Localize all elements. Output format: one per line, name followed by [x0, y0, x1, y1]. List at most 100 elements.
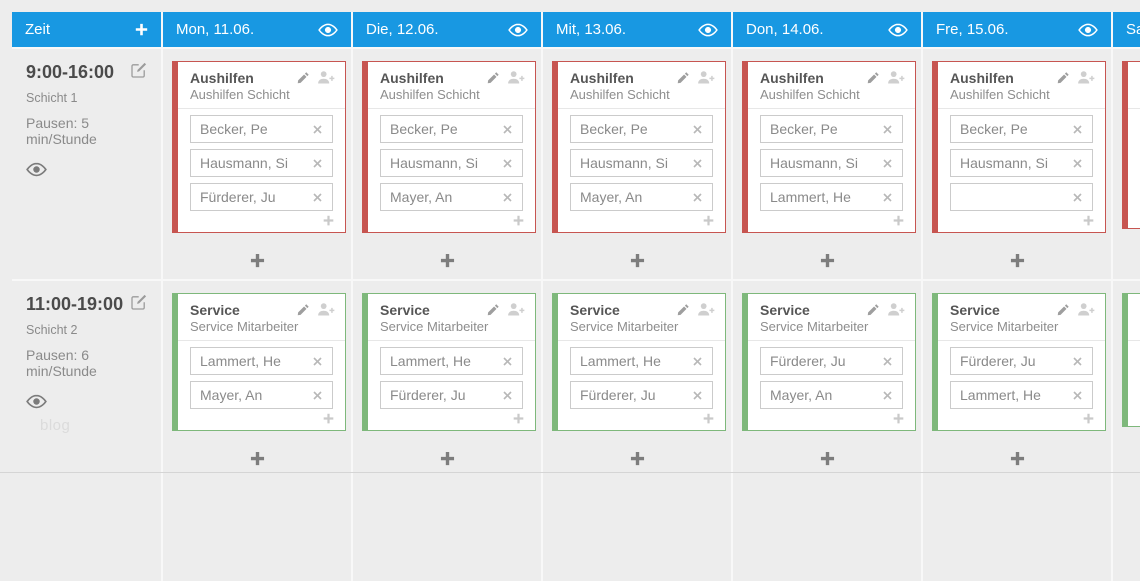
add-group-icon[interactable] [250, 451, 265, 466]
add-employee-slot-icon[interactable] [513, 413, 524, 424]
add-employee-slot-icon[interactable] [513, 215, 524, 226]
remove-employee-icon[interactable] [882, 390, 893, 401]
edit-group-icon[interactable] [1057, 71, 1070, 84]
remove-employee-icon[interactable] [1072, 124, 1083, 135]
edit-group-icon[interactable] [677, 71, 690, 84]
edit-shift-icon[interactable] [131, 294, 147, 310]
group-title: Aushilfen [950, 70, 1014, 86]
employee-list: Becker, Pe Hausmann, Si Fürderer, Ju [178, 115, 345, 211]
add-group-icon[interactable] [820, 253, 835, 268]
day-header: Die, 12.06. [353, 12, 541, 47]
remove-employee-icon[interactable] [312, 356, 323, 367]
schedule-cell: Service Service Mitarbeiter Lammert, He … [353, 281, 541, 581]
eye-icon[interactable] [1078, 23, 1098, 37]
edit-group-icon[interactable] [1057, 303, 1070, 316]
group-title: Aushilfen [760, 70, 824, 86]
add-employee-icon[interactable] [507, 303, 525, 316]
add-group-icon[interactable] [250, 253, 265, 268]
add-employee-icon[interactable] [697, 303, 715, 316]
schedule-cell: Aushilfen Aushilfen Schicht Becker, Pe H… [353, 49, 541, 279]
card-footer [368, 409, 535, 430]
card-actions [487, 71, 525, 84]
add-group-icon[interactable] [440, 253, 455, 268]
remove-employee-icon[interactable] [502, 390, 513, 401]
eye-icon[interactable] [508, 23, 528, 37]
add-employee-icon[interactable] [317, 71, 335, 84]
add-group-icon[interactable] [630, 253, 645, 268]
add-group-icon[interactable] [440, 451, 455, 466]
remove-employee-icon[interactable] [502, 192, 513, 203]
remove-employee-icon[interactable] [502, 124, 513, 135]
employee-list: Becker, Pe Hausmann, Si Mayer, An [558, 115, 725, 211]
edit-shift-icon[interactable] [131, 62, 147, 78]
card-footer [558, 409, 725, 430]
add-employee-icon[interactable] [887, 71, 905, 84]
add-employee-slot-icon[interactable] [323, 413, 334, 424]
add-employee-slot-icon[interactable] [703, 215, 714, 226]
card-actions [1057, 303, 1095, 316]
add-employee-slot-icon[interactable] [893, 413, 904, 424]
remove-employee-icon[interactable] [1072, 390, 1083, 401]
add-group-icon[interactable] [630, 451, 645, 466]
day-header-label: Fre, 15.06. [936, 21, 1009, 38]
remove-employee-icon[interactable] [312, 390, 323, 401]
remove-employee-icon[interactable] [882, 124, 893, 135]
remove-employee-icon[interactable] [692, 390, 703, 401]
remove-employee-icon[interactable] [692, 192, 703, 203]
edit-group-icon[interactable] [297, 71, 310, 84]
eye-icon[interactable] [26, 394, 47, 409]
edit-group-icon[interactable] [867, 71, 880, 84]
employee-list: Becker, Pe Hausmann, Si Lammert, He [748, 115, 915, 211]
add-group-icon[interactable] [1010, 451, 1025, 466]
edit-group-icon[interactable] [867, 303, 880, 316]
remove-employee-icon[interactable] [692, 158, 703, 169]
add-shift-icon[interactable] [135, 23, 148, 36]
remove-employee-icon[interactable] [882, 192, 893, 203]
remove-employee-icon[interactable] [312, 158, 323, 169]
edit-group-icon[interactable] [297, 303, 310, 316]
remove-employee-icon[interactable] [312, 124, 323, 135]
employee-chip: Hausmann, Si [950, 149, 1093, 177]
add-group-icon[interactable] [820, 451, 835, 466]
add-employee-icon[interactable] [317, 303, 335, 316]
remove-employee-icon[interactable] [1072, 158, 1083, 169]
add-employee-slot-icon[interactable] [1083, 413, 1094, 424]
eye-icon[interactable] [318, 23, 338, 37]
remove-employee-icon[interactable] [882, 158, 893, 169]
eye-icon[interactable] [888, 23, 908, 37]
group-subtitle: Aushilfen Schicht [950, 87, 1050, 102]
add-employee-icon[interactable] [507, 71, 525, 84]
card-header: Service Service Mitarbeiter [178, 294, 345, 341]
remove-employee-icon[interactable] [502, 356, 513, 367]
group-subtitle: Service Mitarbeiter [760, 319, 869, 334]
eye-icon[interactable] [698, 23, 718, 37]
edit-group-icon[interactable] [677, 303, 690, 316]
card-header: Aushilfen Aushilfen Schicht [558, 62, 725, 109]
remove-employee-icon[interactable] [692, 356, 703, 367]
employee-name: Becker, Pe [960, 121, 1028, 137]
shift-info-cell: 9:00-16:00 Schicht 1 Pausen: 5 min/Stund… [12, 49, 161, 279]
remove-employee-icon[interactable] [692, 124, 703, 135]
eye-icon[interactable] [26, 162, 47, 177]
remove-employee-icon[interactable] [502, 158, 513, 169]
add-employee-icon[interactable] [887, 303, 905, 316]
add-group-icon[interactable] [1010, 253, 1025, 268]
add-employee-icon[interactable] [1077, 71, 1095, 84]
group-title: Aushilfen [380, 70, 444, 86]
add-employee-slot-icon[interactable] [893, 215, 904, 226]
employee-chip: Lammert, He [190, 347, 333, 375]
add-employee-icon[interactable] [697, 71, 715, 84]
add-employee-slot-icon[interactable] [1083, 215, 1094, 226]
edit-group-icon[interactable] [487, 71, 500, 84]
add-employee-slot-icon[interactable] [323, 215, 334, 226]
employee-name: Becker, Pe [580, 121, 648, 137]
add-employee-icon[interactable] [1077, 303, 1095, 316]
remove-employee-icon[interactable] [1072, 192, 1083, 203]
add-card-row [543, 233, 731, 268]
remove-employee-icon[interactable] [312, 192, 323, 203]
employee-chip: Lammert, He [570, 347, 713, 375]
edit-group-icon[interactable] [487, 303, 500, 316]
remove-employee-icon[interactable] [1072, 356, 1083, 367]
add-employee-slot-icon[interactable] [703, 413, 714, 424]
remove-employee-icon[interactable] [882, 356, 893, 367]
